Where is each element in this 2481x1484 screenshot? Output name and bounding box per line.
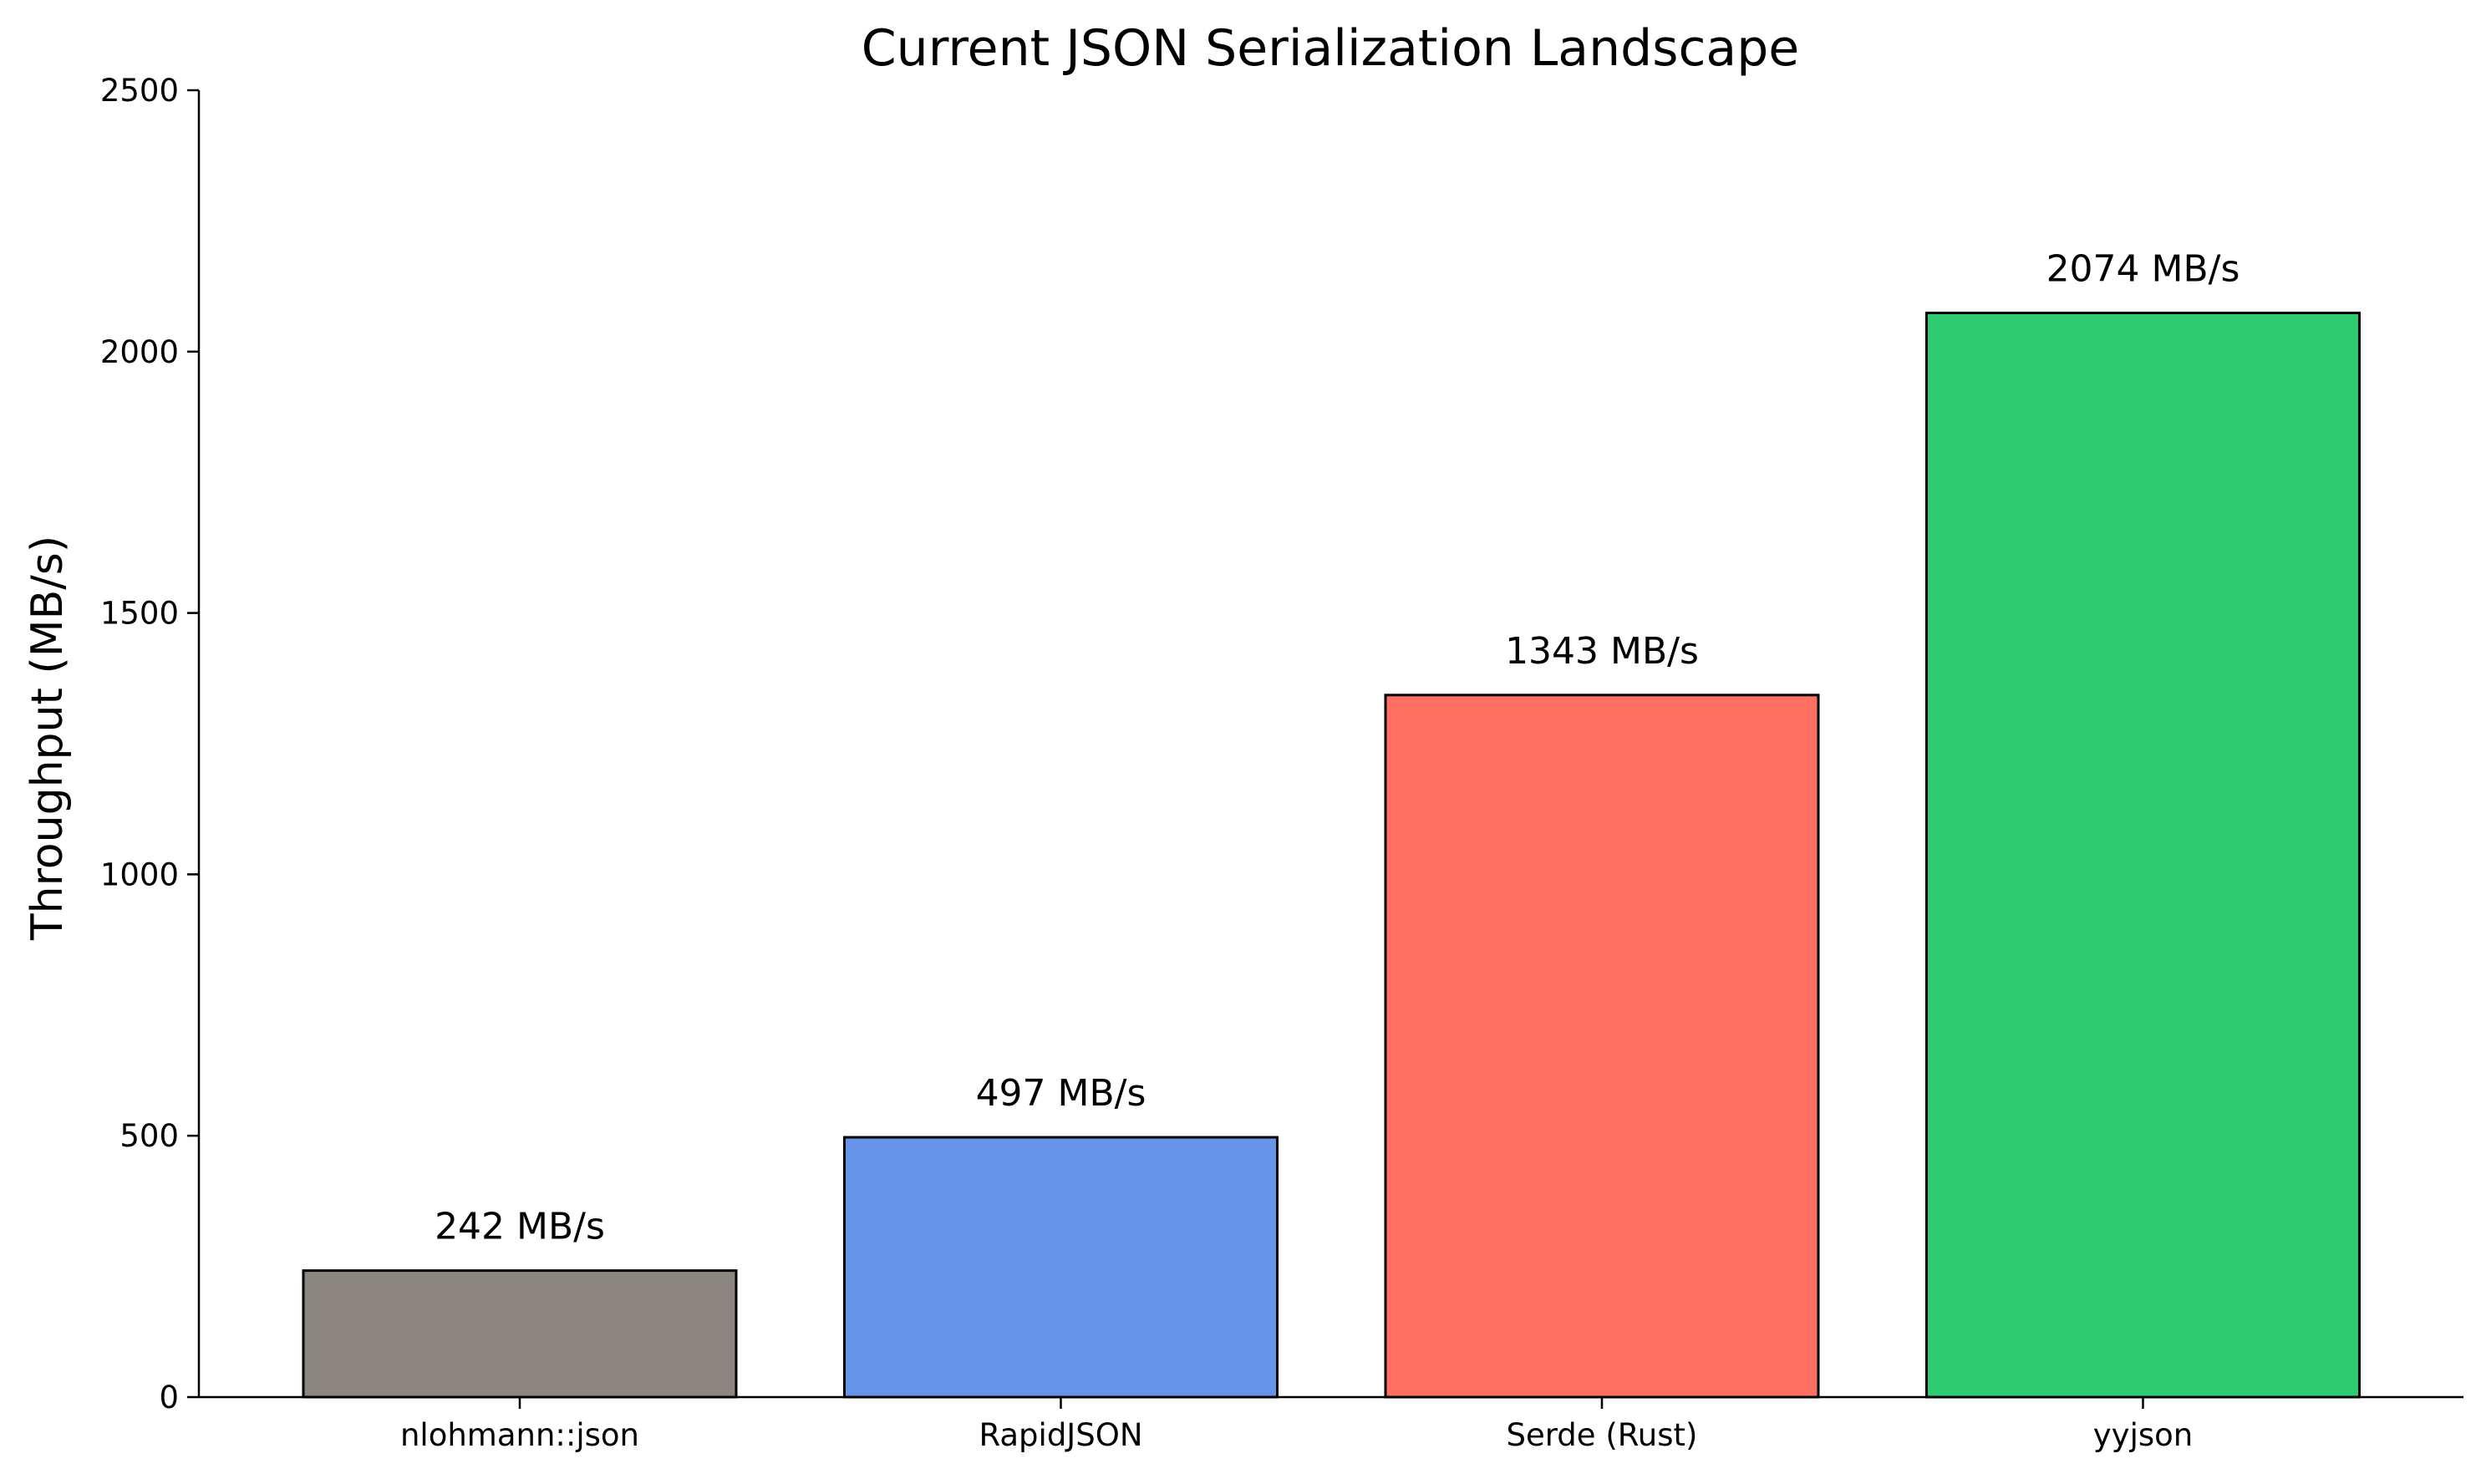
chart-title: Current JSON Serialization Landscape [862,19,1799,78]
bar-yyjson [1925,312,2361,1399]
data-label: 497 MB/s [976,1072,1146,1115]
bar-nlohmann-json [302,1269,738,1399]
y-tick-label: 500 [119,1118,179,1154]
y-tick-label: 1500 [100,596,179,632]
x-tick-label: Serde (Rust) [1507,1417,1698,1453]
y-tick-label: 0 [159,1380,179,1415]
data-label: 2074 MB/s [2046,248,2240,291]
data-label: 1343 MB/s [1505,630,1699,673]
x-tick-label: nlohmann::json [400,1417,639,1453]
bar-serde-rust- [1384,694,1820,1399]
y-tick-label: 2500 [100,73,179,109]
x-tick-label: yyjson [2093,1417,2193,1453]
y-tick-label: 2000 [100,334,179,370]
y-tick-label: 1000 [100,856,179,892]
y-axis-label: Throughput (MB/s) [23,536,73,941]
data-label: 242 MB/s [435,1206,605,1248]
x-tick-label: RapidJSON [979,1417,1142,1453]
bar-rapidjson [843,1136,1279,1399]
